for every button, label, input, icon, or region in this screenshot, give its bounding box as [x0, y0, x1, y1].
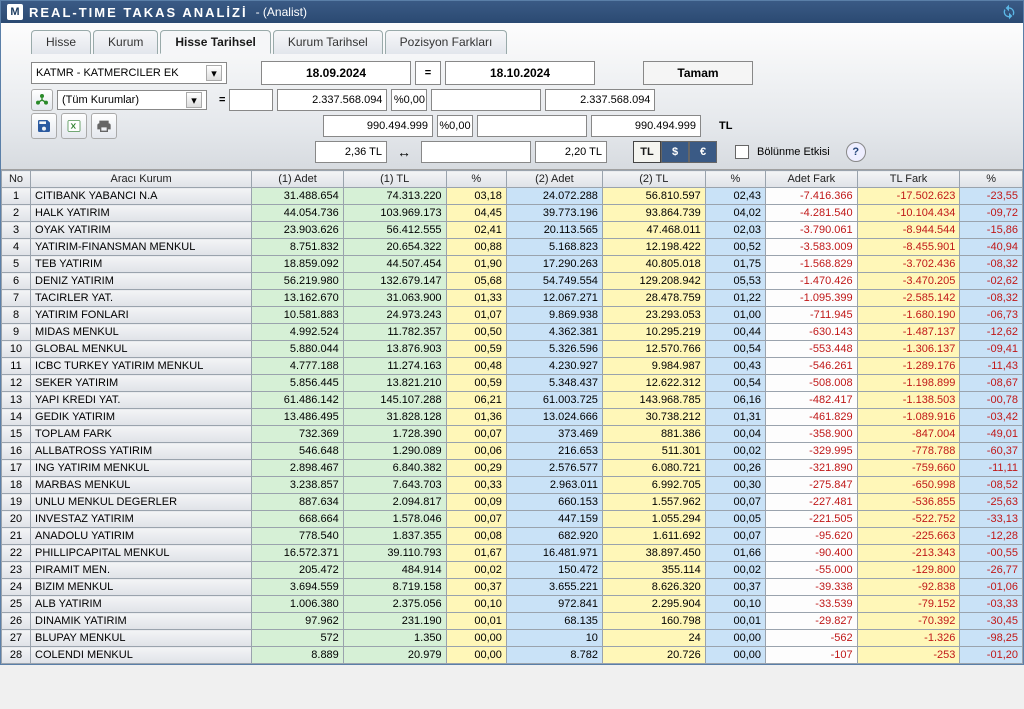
currency-eur[interactable]: €: [689, 141, 717, 163]
filter-row-1: KATMR - KATMERCILER EK ▾ 18.09.2024 = 18…: [31, 61, 1013, 85]
price2-field[interactable]: 2,20 TL: [535, 141, 607, 163]
table-row[interactable]: 15TOPLAM FARK732.3691.728.39000,07373.46…: [2, 426, 1023, 443]
table-row[interactable]: 13YAPI KREDI YAT.61.486.142145.107.28806…: [2, 392, 1023, 409]
table-row[interactable]: 8YATIRIM FONLARI10.581.88324.973.24301,0…: [2, 307, 1023, 324]
table-row[interactable]: 10GLOBAL MENKUL5.880.04413.876.90300,595…: [2, 341, 1023, 358]
equals-label: =: [219, 94, 225, 106]
currency-usd[interactable]: $: [661, 141, 689, 163]
tl-label: TL: [719, 120, 732, 132]
column-header[interactable]: No: [2, 171, 31, 188]
total1-pct-field[interactable]: %0,00: [391, 89, 427, 111]
column-header[interactable]: (2) Adet: [506, 171, 602, 188]
table-row[interactable]: 21ANADOLU YATIRIM778.5401.837.35500,0868…: [2, 528, 1023, 545]
total2-adet-field[interactable]: 2.337.568.094: [545, 89, 655, 111]
window-title: REAL-TIME TAKAS ANALİZİ: [29, 5, 248, 20]
filter-row-4: 2,36 TL ↔ 2,20 TL TL $ € Bölünme Etkisi …: [31, 141, 1013, 163]
table-row[interactable]: 3OYAK YATIRIM23.903.62656.412.55502,4120…: [2, 222, 1023, 239]
window-subtitle: - (Analist): [256, 5, 307, 19]
total2-tl-field[interactable]: 990.494.999: [591, 115, 701, 137]
print-icon[interactable]: [91, 113, 117, 139]
column-header[interactable]: %: [960, 171, 1023, 188]
column-header[interactable]: %: [705, 171, 765, 188]
submit-button[interactable]: Tamam: [643, 61, 753, 85]
chevron-down-icon: ▾: [206, 65, 222, 81]
brokers-value: (Tüm Kurumlar): [62, 94, 139, 106]
column-header[interactable]: Aracı Kurum: [31, 171, 252, 188]
blank-field-3[interactable]: [477, 115, 587, 137]
table-row[interactable]: 25ALB YATIRIM1.006.3802.375.05600,10972.…: [2, 596, 1023, 613]
total1-adet-field[interactable]: 2.337.568.094: [277, 89, 387, 111]
table-row[interactable]: 20INVESTAZ YATIRIM668.6641.578.04600,074…: [2, 511, 1023, 528]
titlebar: M REAL-TIME TAKAS ANALİZİ - (Analist): [1, 1, 1023, 23]
table-row[interactable]: 9MIDAS MENKUL4.992.52411.782.35700,504.3…: [2, 324, 1023, 341]
table-row[interactable]: 11ICBC TURKEY YATIRIM MENKUL4.777.18811.…: [2, 358, 1023, 375]
table-row[interactable]: 16ALLBATROSS YATIRIM546.6481.290.08900,0…: [2, 443, 1023, 460]
symbol-value: KATMR - KATMERCILER EK: [36, 67, 179, 79]
table-row[interactable]: 4YATIRIM-FINANSMAN MENKUL8.751.83220.654…: [2, 239, 1023, 256]
refresh-icon[interactable]: [1001, 4, 1017, 20]
symbol-dropdown[interactable]: KATMR - KATMERCILER EK ▾: [31, 62, 227, 84]
column-header[interactable]: Adet Fark: [766, 171, 858, 188]
blank-field-1[interactable]: [229, 89, 273, 111]
app-icon: M: [7, 4, 23, 20]
brokers-dropdown[interactable]: (Tüm Kurumlar) ▾: [57, 90, 207, 110]
column-header[interactable]: %: [446, 171, 506, 188]
tab-hisse[interactable]: Hisse: [31, 30, 91, 54]
table-row[interactable]: 1CITIBANK YABANCI N.A31.488.65474.313.22…: [2, 188, 1023, 205]
split-label: Bölünme Etkisi: [757, 146, 830, 158]
total1-tl-field[interactable]: 990.494.999: [323, 115, 433, 137]
header-row: NoAracı Kurum(1) Adet(1) TL%(2) Adet(2) …: [2, 171, 1023, 188]
table-row[interactable]: 2HALK YATIRIM44.054.736103.969.17304,453…: [2, 205, 1023, 222]
data-grid: NoAracı Kurum(1) Adet(1) TL%(2) Adet(2) …: [1, 170, 1023, 664]
excel-icon[interactable]: [61, 113, 87, 139]
tab-strip: HisseKurumHisse TarihselKurum TarihselPo…: [31, 29, 1013, 53]
table-row[interactable]: 19UNLU MENKUL DEGERLER887.6342.094.81700…: [2, 494, 1023, 511]
filter-row-2: (Tüm Kurumlar) ▾ = 2.337.568.094 %0,00 2…: [31, 89, 1013, 111]
table-row[interactable]: 12SEKER YATIRIM5.856.44513.821.21000,595…: [2, 375, 1023, 392]
column-header[interactable]: (1) Adet: [252, 171, 344, 188]
table-row[interactable]: 28COLENDI MENKUL8.88920.97900,008.78220.…: [2, 647, 1023, 664]
column-header[interactable]: (1) TL: [343, 171, 446, 188]
chevron-down-icon: ▾: [186, 92, 202, 108]
filter-row-3: 990.494.999 %0,00 990.494.999 TL: [31, 113, 1013, 139]
tab-hisse-tarihsel[interactable]: Hisse Tarihsel: [160, 30, 270, 54]
table-row[interactable]: 24BIZIM MENKUL3.694.5598.719.15800,373.6…: [2, 579, 1023, 596]
column-header[interactable]: (2) TL: [602, 171, 705, 188]
equals-button[interactable]: =: [415, 61, 441, 85]
date-from-button[interactable]: 18.09.2024: [261, 61, 411, 85]
split-checkbox[interactable]: [735, 145, 749, 159]
tree-icon[interactable]: [31, 89, 53, 111]
tab-pozisyon-farkları[interactable]: Pozisyon Farkları: [385, 30, 508, 54]
table-row[interactable]: 18MARBAS MENKUL3.238.8577.643.70300,332.…: [2, 477, 1023, 494]
swap-icon[interactable]: ↔: [397, 144, 411, 160]
blank-field-2[interactable]: [431, 89, 541, 111]
help-icon[interactable]: ?: [846, 142, 866, 162]
tab-kurum[interactable]: Kurum: [93, 30, 158, 54]
price1-field[interactable]: 2,36 TL: [315, 141, 387, 163]
table-row[interactable]: 7TACIRLER YAT.13.162.67031.063.90001,331…: [2, 290, 1023, 307]
tab-kurum-tarihsel[interactable]: Kurum Tarihsel: [273, 30, 383, 54]
table-row[interactable]: 26DINAMIK YATIRIM97.962231.19000,0168.13…: [2, 613, 1023, 630]
column-header[interactable]: TL Fark: [857, 171, 960, 188]
app-window: M REAL-TIME TAKAS ANALİZİ - (Analist) Hi…: [0, 0, 1024, 665]
toolbar-area: HisseKurumHisse TarihselKurum TarihselPo…: [1, 23, 1023, 170]
table-row[interactable]: 6DENIZ YATIRIM56.219.980132.679.14705,68…: [2, 273, 1023, 290]
table-row[interactable]: 14GEDIK YATIRIM13.486.49531.828.12801,36…: [2, 409, 1023, 426]
currency-group: TL $ €: [633, 141, 717, 163]
table-row[interactable]: 27BLUPAY MENKUL5721.35000,00102400,00-56…: [2, 630, 1023, 647]
table-row[interactable]: 23PIRAMIT MEN.205.472484.91400,02150.472…: [2, 562, 1023, 579]
total1-tlpct-field[interactable]: %0,00: [437, 115, 473, 137]
currency-tl[interactable]: TL: [633, 141, 661, 163]
table-row[interactable]: 17ING YATIRIM MENKUL2.898.4676.840.38200…: [2, 460, 1023, 477]
table-row[interactable]: 22PHILLIPCAPITAL MENKUL16.572.37139.110.…: [2, 545, 1023, 562]
table-row[interactable]: 5TEB YATIRIM18.859.09244.507.45401,9017.…: [2, 256, 1023, 273]
date-to-button[interactable]: 18.10.2024: [445, 61, 595, 85]
save-icon[interactable]: [31, 113, 57, 139]
blank-field-4[interactable]: [421, 141, 531, 163]
